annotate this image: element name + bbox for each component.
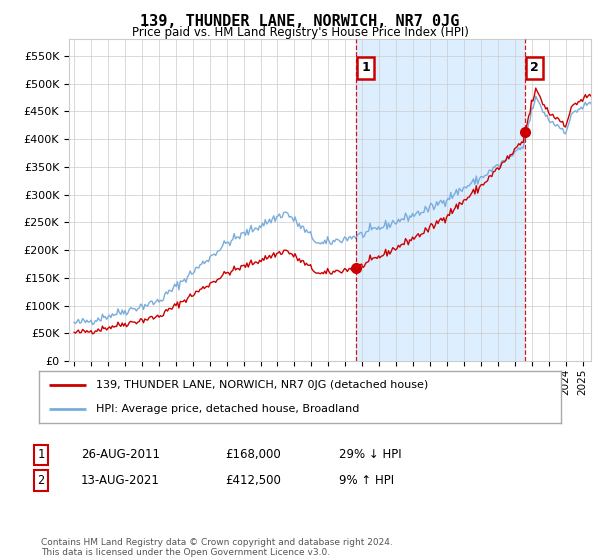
- Text: 1: 1: [37, 448, 44, 461]
- Text: Price paid vs. HM Land Registry's House Price Index (HPI): Price paid vs. HM Land Registry's House …: [131, 26, 469, 39]
- Text: 1: 1: [361, 62, 370, 74]
- Text: £168,000: £168,000: [225, 448, 281, 461]
- Text: 139, THUNDER LANE, NORWICH, NR7 0JG: 139, THUNDER LANE, NORWICH, NR7 0JG: [140, 14, 460, 29]
- Text: 9% ↑ HPI: 9% ↑ HPI: [339, 474, 394, 487]
- Text: 13-AUG-2021: 13-AUG-2021: [81, 474, 160, 487]
- Text: 29% ↓ HPI: 29% ↓ HPI: [339, 448, 401, 461]
- Text: 139, THUNDER LANE, NORWICH, NR7 0JG (detached house): 139, THUNDER LANE, NORWICH, NR7 0JG (det…: [97, 380, 428, 390]
- Text: 2: 2: [37, 474, 44, 487]
- Text: £412,500: £412,500: [225, 474, 281, 487]
- Text: 26-AUG-2011: 26-AUG-2011: [81, 448, 160, 461]
- Text: Contains HM Land Registry data © Crown copyright and database right 2024.
This d: Contains HM Land Registry data © Crown c…: [41, 538, 392, 557]
- Text: HPI: Average price, detached house, Broadland: HPI: Average price, detached house, Broa…: [97, 404, 360, 414]
- Text: 2: 2: [530, 62, 539, 74]
- Bar: [356, 39, 525, 361]
